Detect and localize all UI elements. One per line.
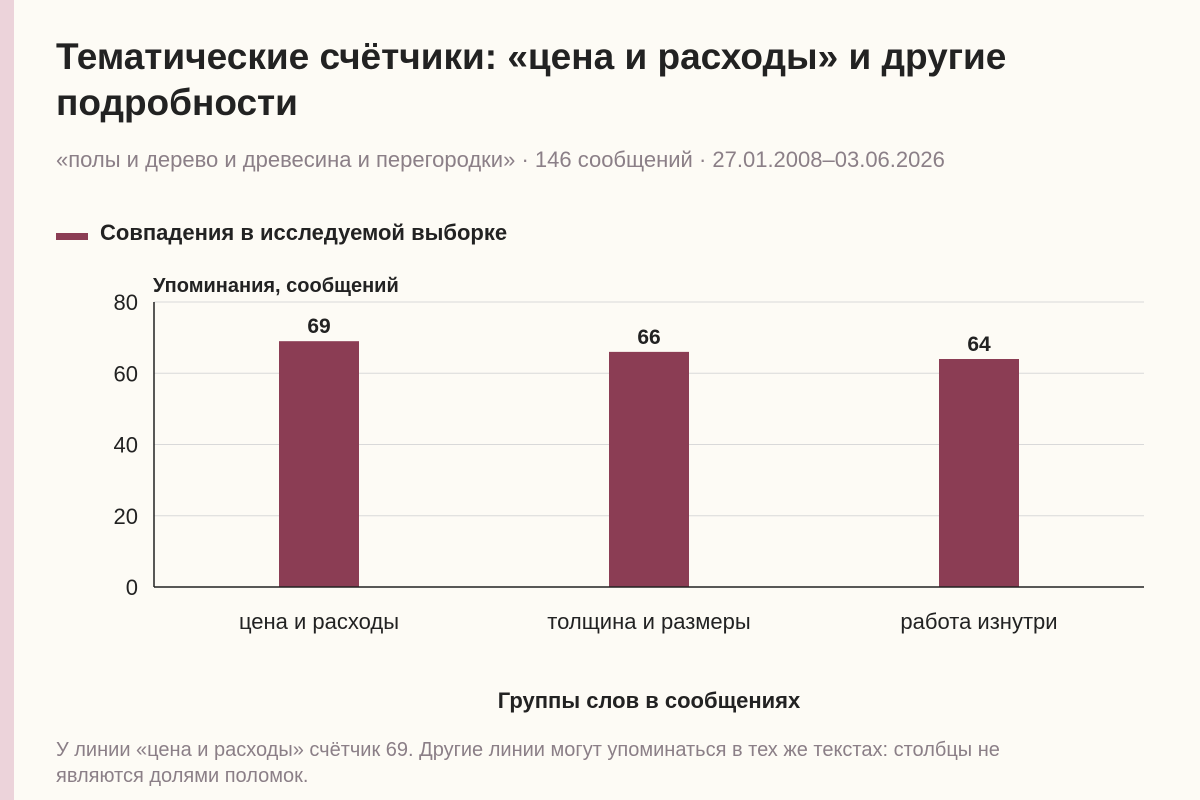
- y-tick-label: 60: [114, 361, 138, 386]
- y-tick-label: 20: [114, 504, 138, 529]
- chart-subtitle: «полы и дерево и древесина и перегородки…: [56, 147, 945, 172]
- bar: [279, 341, 359, 587]
- chart-footnote: У линии «цена и расходы» счётчик 69. Дру…: [56, 739, 1000, 787]
- bar-chart: 0 20 40 60 80 69 цена и расходы 66 толщина и раз…: [114, 275, 1144, 713]
- bar: [609, 351, 689, 587]
- bar-value-label: 64: [967, 333, 991, 356]
- x-tick-label: цена и расходы: [239, 609, 399, 634]
- y-tick-label: 0: [126, 575, 138, 600]
- legend-label: Совпадения в исследуемой выборке: [100, 220, 508, 245]
- legend-swatch: [56, 232, 88, 240]
- left-accent-stripe: [0, 0, 14, 800]
- y-tick-label: 40: [114, 433, 138, 458]
- bar: [939, 359, 1019, 587]
- bar-value-label: 69: [307, 315, 330, 338]
- x-tick-label: работа изнутри: [900, 609, 1057, 634]
- bar-value-label: 66: [637, 326, 660, 349]
- label-layer: 0 20 40 60 80 69 цена и расходы 66 толщина и раз…: [114, 290, 1058, 634]
- bar-layer: [279, 341, 1019, 587]
- axis-layer: [153, 302, 1144, 588]
- x-tick-label: толщина и размеры: [547, 609, 750, 634]
- y-axis-label: Упоминания, сообщений: [153, 275, 399, 297]
- x-axis-label: Группы слов в сообщениях: [498, 688, 801, 713]
- y-tick-label: 80: [114, 290, 138, 315]
- chart-title: Тематические счётчики: «цена и расходы» …: [56, 36, 1007, 123]
- chart-legend: Совпадения в исследуемой выборке: [56, 218, 507, 248]
